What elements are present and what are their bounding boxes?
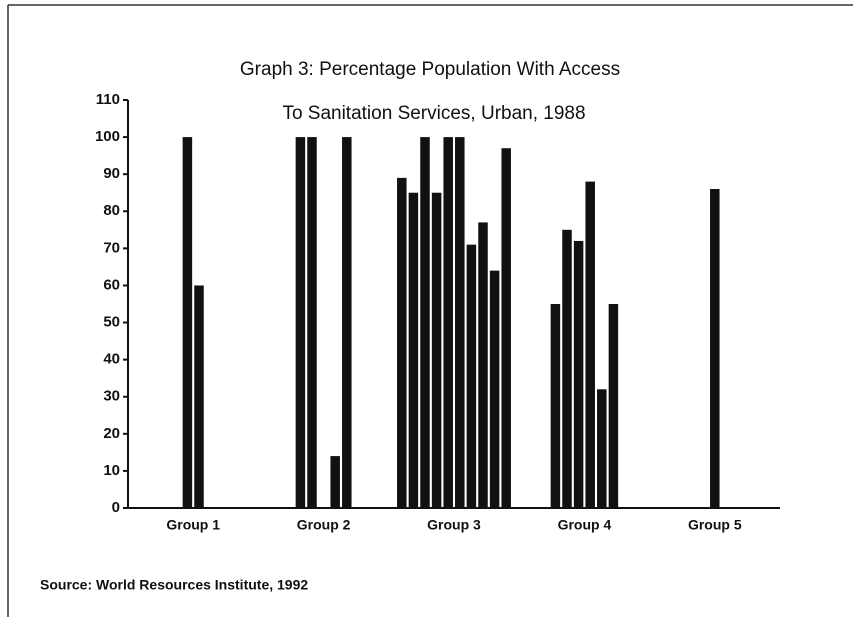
y-tick-label: 30 <box>103 388 120 405</box>
y-tick-label: 20 <box>103 425 120 442</box>
x-tick-label: Group 4 <box>558 517 612 533</box>
bar <box>608 304 619 508</box>
y-tick-label: 90 <box>103 165 120 182</box>
bar <box>597 389 607 508</box>
chart-title: To Sanitation Services, Urban, 1988 <box>282 103 585 124</box>
bar <box>710 189 720 508</box>
y-tick-label: 0 <box>112 499 120 516</box>
x-tick-label: Group 3 <box>427 517 481 533</box>
bar <box>408 192 419 508</box>
x-tick-label: Group 2 <box>297 517 351 533</box>
chart-title: Graph 3: Percentage Population With Acce… <box>240 59 620 80</box>
bar <box>443 137 453 508</box>
bar <box>307 137 317 508</box>
bar <box>431 192 442 508</box>
x-tick-label: Group 1 <box>166 517 220 533</box>
bar <box>478 222 488 508</box>
bar <box>550 304 561 508</box>
bar <box>501 148 511 508</box>
bar <box>562 229 572 508</box>
y-tick-label: 60 <box>103 276 120 293</box>
y-tick-label: 10 <box>103 462 120 479</box>
bar <box>182 137 193 508</box>
y-tick-label: 40 <box>103 351 120 368</box>
bar <box>330 456 340 508</box>
y-tick-label: 50 <box>103 314 120 331</box>
bar <box>489 270 500 508</box>
bar <box>466 244 477 508</box>
x-tick-label: Group 5 <box>688 517 742 533</box>
y-tick-label: 100 <box>95 128 120 145</box>
bar <box>397 177 407 508</box>
y-tick-label: 110 <box>96 91 120 108</box>
bar <box>194 285 204 508</box>
y-tick-label: 80 <box>103 202 120 219</box>
bar <box>342 137 352 508</box>
bar <box>455 137 465 508</box>
bar <box>420 137 430 508</box>
bar <box>295 137 306 508</box>
source-note: Source: World Resources Institute, 1992 <box>40 577 308 593</box>
bar <box>573 240 584 509</box>
bar <box>585 181 595 508</box>
y-tick-label: 70 <box>103 239 120 256</box>
